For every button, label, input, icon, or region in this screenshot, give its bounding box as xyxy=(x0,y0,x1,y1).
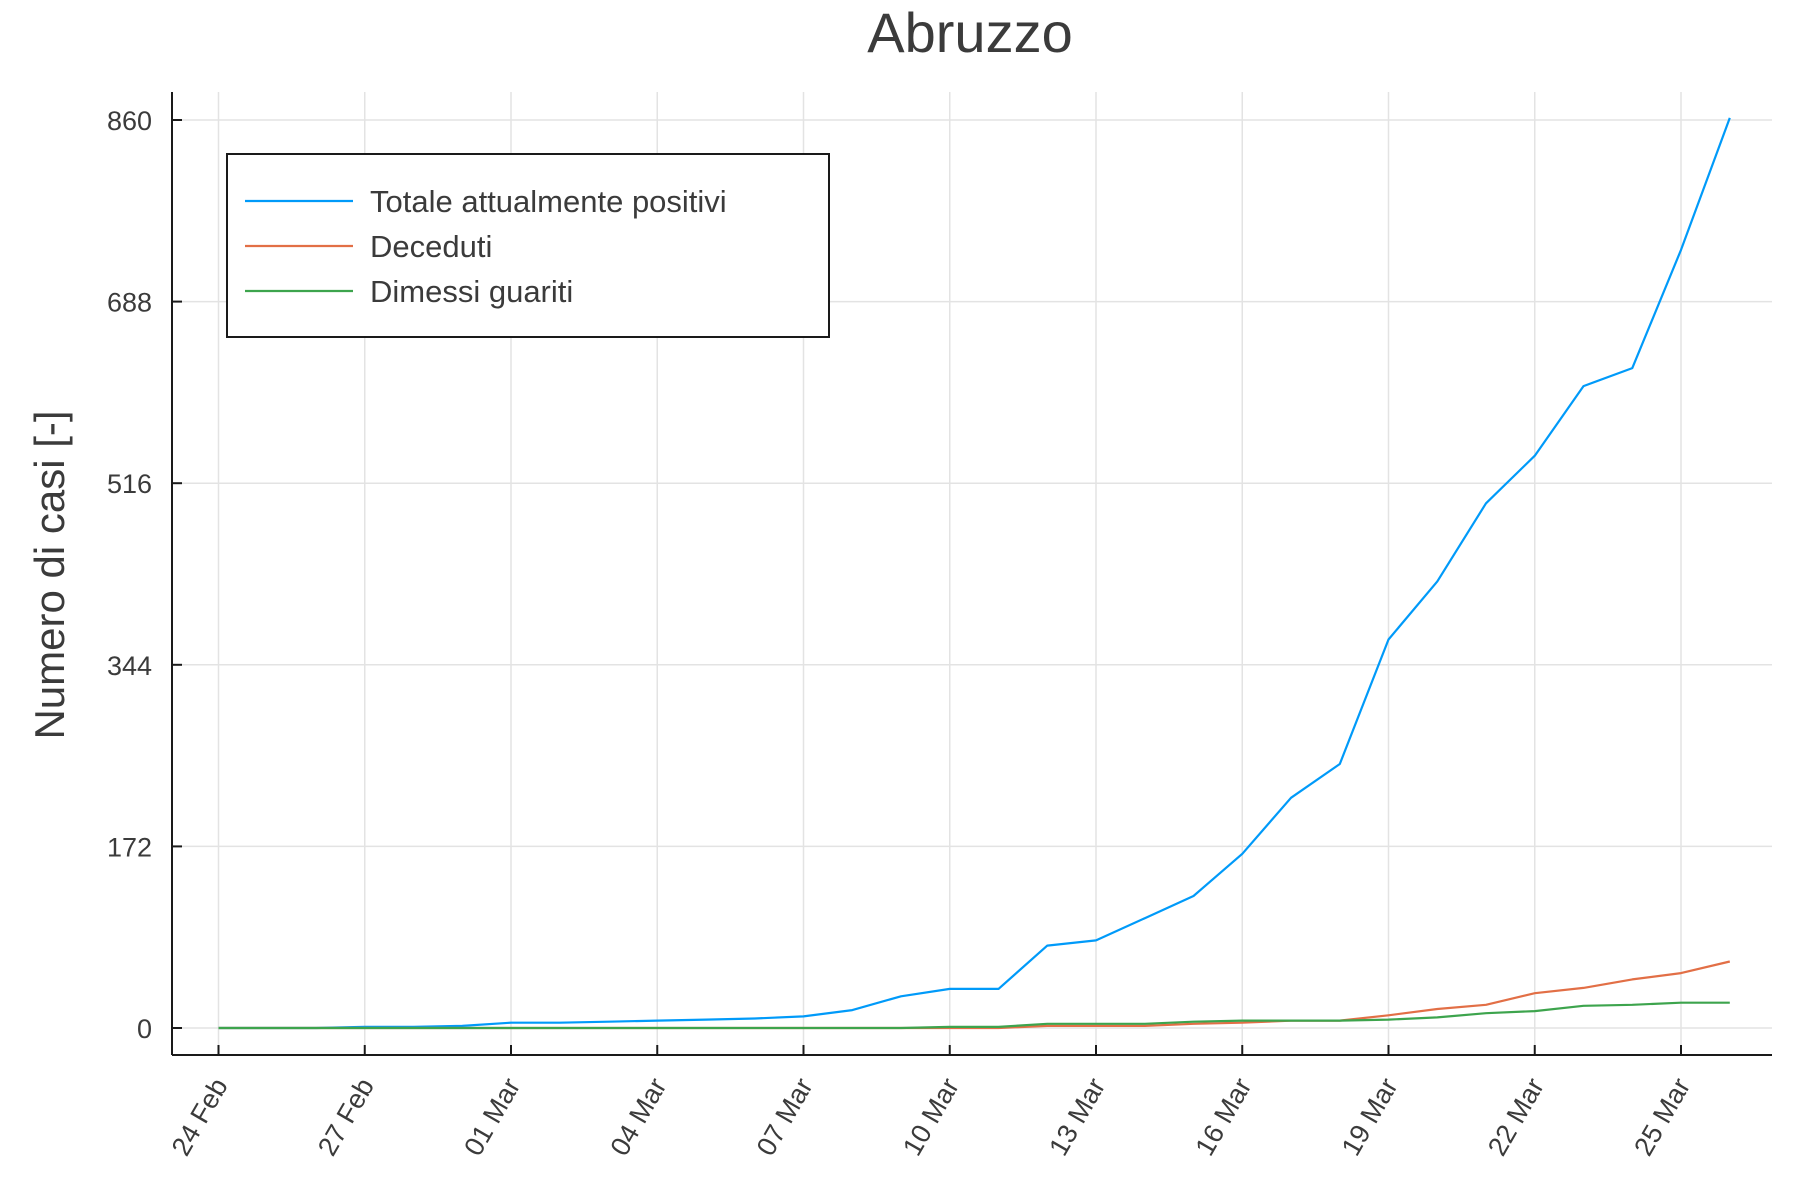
y-tick-label: 688 xyxy=(107,288,152,318)
legend-label: Deceduti xyxy=(370,229,492,264)
series-lines xyxy=(218,117,1731,1030)
x-tick-label: 13 Mar xyxy=(1043,1073,1111,1161)
x-tick-label: 01 Mar xyxy=(458,1073,526,1161)
y-tick-label: 860 xyxy=(107,106,152,136)
y-axis-ticks: 0 172 344 516 688 860 xyxy=(107,106,182,1044)
series-line-2 xyxy=(218,960,1731,1030)
y-tick-label: 344 xyxy=(107,651,152,681)
x-tick-label: 22 Mar xyxy=(1482,1073,1550,1161)
y-tick-label: 0 xyxy=(137,1014,152,1044)
legend-label: Dimessi guariti xyxy=(370,274,573,309)
x-tick-label: 10 Mar xyxy=(897,1073,965,1161)
x-tick-label: 07 Mar xyxy=(751,1073,819,1161)
series-line-1 xyxy=(218,117,1731,1030)
chart-title: Abruzzo xyxy=(867,1,1072,64)
x-tick-label: 04 Mar xyxy=(604,1073,672,1161)
x-tick-label: 27 Feb xyxy=(312,1073,380,1161)
x-tick-label: 25 Mar xyxy=(1628,1073,1696,1161)
x-tick-label: 16 Mar xyxy=(1189,1073,1257,1161)
y-tick-label: 172 xyxy=(107,832,152,862)
y-tick-label: 516 xyxy=(107,469,152,499)
legend-entries: Totale attualmente positivi Deceduti Dimes… xyxy=(245,184,727,309)
series-line-3 xyxy=(218,1001,1730,1030)
legend: Totale attualmente positivi Deceduti Dimes… xyxy=(226,153,830,338)
x-tick-label: 24 Feb xyxy=(166,1073,234,1161)
y-axis-label: Numero di casi [-] xyxy=(26,410,73,739)
x-tick-label: 19 Mar xyxy=(1336,1073,1404,1161)
x-axis-ticks: 24 Feb 27 Feb 01 Mar 04 Mar 07 Mar 10 Mar 13 M… xyxy=(166,1045,1696,1161)
legend-label: Totale attualmente positivi xyxy=(370,184,727,219)
